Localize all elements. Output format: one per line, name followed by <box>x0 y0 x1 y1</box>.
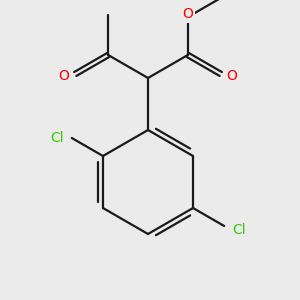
Text: O: O <box>58 68 69 83</box>
Text: O: O <box>182 8 193 22</box>
Text: Cl: Cl <box>50 130 64 145</box>
Text: O: O <box>227 68 238 83</box>
Text: Cl: Cl <box>232 223 246 236</box>
